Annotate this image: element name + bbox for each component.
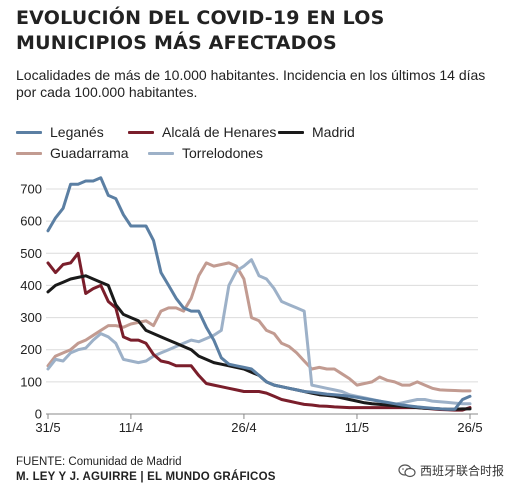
y-axis: 0 100 200 300 400 500 600 700 (20, 182, 42, 422)
x-tick-label: 11/4 (119, 420, 143, 435)
legend-label-leganes: Leganés (50, 124, 104, 140)
y-tick-label: 500 (20, 246, 42, 261)
legend: Leganés Alcalá de Henares Madrid Guadarr… (16, 124, 506, 166)
watermark: 西班牙联合时报 (398, 462, 504, 479)
series-line-guadarrama (46, 261, 472, 393)
credit-line: M. LEY Y J. AGUIRRE | EL MUNDO GRÁFICOS (16, 471, 276, 483)
x-tick-label: 26/5 (457, 420, 482, 435)
x-axis: 31/5 11/4 26/4 11/5 26/5 (35, 414, 483, 435)
series-line-leganes (46, 176, 472, 411)
legend-swatch-alcala (128, 130, 154, 134)
legend-label-torrelodones: Torrelodones (182, 145, 263, 161)
chart-series (46, 176, 472, 412)
legend-item-leganes: Leganés (16, 124, 104, 140)
legend-swatch-torrelodones (148, 151, 174, 155)
legend-swatch-leganes (16, 130, 42, 134)
y-tick-label: 700 (20, 182, 42, 197)
y-tick-label: 200 (20, 342, 42, 357)
legend-item-guadarrama: Guadarrama (16, 145, 129, 161)
y-tick-label: 300 (20, 310, 42, 325)
chart-gridlines (46, 188, 478, 415)
watermark-text: 西班牙联合时报 (419, 464, 504, 478)
chart-subtitle: Localidades de más de 10.000 habitantes.… (16, 67, 486, 100)
chart-title: EVOLUCIÓN DEL COVID-19 EN LOS MUNICIPIOS… (16, 7, 385, 54)
wechat-icon (398, 463, 416, 477)
legend-item-torrelodones: Torrelodones (148, 145, 263, 161)
x-tick-label: 31/5 (35, 420, 60, 435)
y-tick-label: 0 (35, 407, 42, 422)
legend-label-alcala: Alcalá de Henares (162, 124, 277, 140)
source-note: FUENTE: Comunidad de Madrid (16, 456, 182, 468)
y-tick-label: 400 (20, 278, 42, 293)
legend-label-madrid: Madrid (312, 124, 355, 140)
legend-label-guadarrama: Guadarrama (50, 145, 129, 161)
legend-item-madrid: Madrid (278, 124, 355, 140)
legend-swatch-guadarrama (16, 151, 42, 155)
y-tick-label: 600 (20, 214, 42, 229)
series-line-torrelodones (46, 258, 472, 406)
legend-swatch-madrid (278, 130, 304, 134)
series-line-madrid (46, 274, 472, 411)
legend-item-alcala: Alcalá de Henares (128, 124, 276, 140)
x-tick-label: 11/5 (345, 420, 369, 435)
series-line-alcala-de-henares (46, 251, 472, 412)
x-tick-label: 26/4 (231, 420, 256, 435)
y-tick-label: 100 (20, 374, 42, 389)
